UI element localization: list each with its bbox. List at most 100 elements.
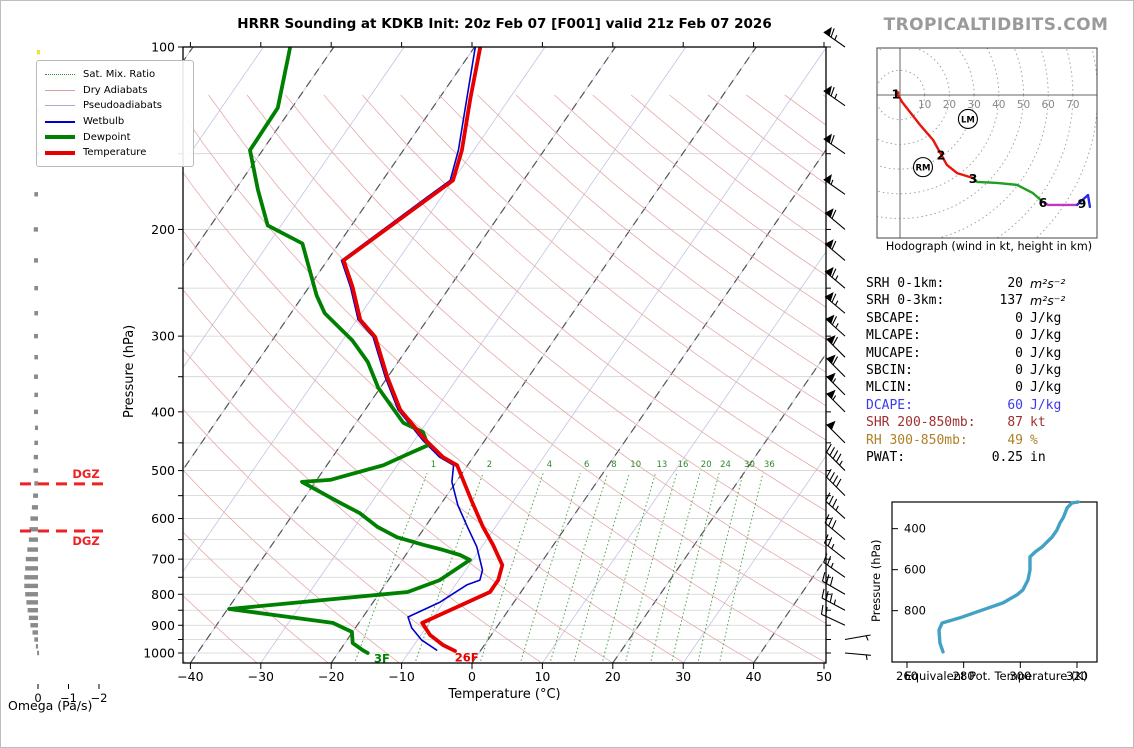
legend-item-dewpoint: Dewpoint	[45, 129, 185, 145]
svg-text:10: 10	[918, 99, 931, 111]
legend-label: Temperature	[83, 147, 147, 159]
stat-value: 137	[999, 293, 1023, 309]
stat-unit: %	[1030, 432, 1038, 448]
stat-label: MLCAPE:	[866, 328, 921, 344]
legend-label: Dewpoint	[83, 131, 131, 143]
stat-unit: J/kg	[1030, 363, 1062, 378]
svg-text:DGZ: DGZ	[72, 534, 99, 548]
legend-item-pseudoadiabat: Pseudoadiabats	[45, 98, 185, 114]
svg-text:10: 10	[630, 460, 641, 470]
svg-text:200: 200	[151, 222, 175, 237]
stat-row-sbcape: SBCAPE: 0 J/kg	[866, 311, 1092, 326]
stat-value: 0	[1015, 328, 1023, 344]
svg-text:0: 0	[468, 669, 476, 684]
stat-row-mlcin: MLCIN: 0 J/kg	[866, 380, 1092, 395]
page-title: HRRR Sounding at KDKB Init: 20z Feb 07 […	[237, 16, 772, 32]
stat-label: SBCAPE:	[866, 310, 921, 326]
stat-label: SRH 0-3km:	[866, 293, 945, 309]
stat-row-dcape: DCAPE: 60 J/kg	[866, 398, 1092, 413]
legend-sample-temperature	[45, 150, 75, 155]
svg-text:3F: 3F	[374, 652, 390, 666]
stat-unit: in	[1030, 450, 1046, 465]
stat-value: 0	[1015, 380, 1023, 396]
svg-text:500: 500	[151, 463, 175, 478]
svg-text:36: 36	[764, 460, 775, 470]
svg-text:900: 900	[151, 618, 175, 633]
svg-text:40: 40	[746, 669, 762, 684]
svg-text:280: 280	[953, 669, 975, 683]
storm-motion-marker-lm	[957, 108, 978, 130]
stat-label: SRH 0-1km:	[866, 276, 945, 291]
stat-unit: J/kg	[1030, 380, 1062, 396]
stat-label: PWAT:	[866, 450, 906, 465]
svg-text:30: 30	[967, 99, 980, 111]
svg-text:1: 1	[891, 86, 900, 101]
svg-text:600: 600	[904, 563, 926, 577]
svg-text:16: 16	[678, 460, 689, 470]
svg-text:20: 20	[605, 669, 621, 684]
legend-box: Sat. Mix. Ratio Dry Adiabats Pseudoadiabat…	[36, 60, 194, 167]
svg-text:26F: 26F	[455, 650, 479, 664]
mixing-ratio-lines: 1 2 4 6 8 10 13 16 20 24 30 36	[354, 460, 775, 663]
svg-text:−2: −2	[91, 691, 108, 705]
svg-text:8: 8	[611, 460, 616, 470]
stat-row-pwat: PWAT: 0.25 in	[866, 450, 1092, 465]
svg-text:300: 300	[1009, 669, 1031, 683]
svg-text:40: 40	[992, 99, 1005, 111]
stat-label: MLCIN:	[866, 380, 913, 396]
stat-value: 0	[1015, 310, 1023, 326]
stat-row-shr-200-850mb: SHR 200-850mb: 87 kt	[866, 415, 1092, 430]
svg-text:800: 800	[904, 604, 926, 618]
stat-label: MUCAPE:	[866, 345, 921, 361]
legend-label: Pseudoadiabats	[83, 100, 163, 112]
svg-text:24: 24	[720, 460, 731, 470]
hodograph-caption: Hodograph (wind in kt, height in km)	[885, 240, 1093, 253]
legend-sample-dryadiabat	[45, 89, 75, 91]
temperature-axis-label: Temperature (°C)	[448, 687, 561, 702]
svg-text:50: 50	[1017, 99, 1030, 111]
legend-sample-dewpoint	[45, 135, 75, 140]
thetae-axis-label: Equivalent Pot. Temperature (K)	[904, 669, 1088, 683]
svg-text:70: 70	[1066, 99, 1079, 111]
legend-item-wetbulb: Wetbulb	[45, 114, 185, 130]
dewpoint-curve	[227, 47, 472, 655]
pressure-axis-label: Pressure (hPa)	[122, 324, 137, 418]
stat-row-rh-300-850mb: RH 300-850mb: 49%	[866, 433, 1092, 448]
svg-text:−30: −30	[248, 669, 274, 684]
stat-value: 20	[1007, 276, 1023, 291]
legend-sample-wetbulb	[45, 120, 75, 123]
stat-value: 87	[1007, 415, 1023, 431]
stat-value: 0	[1015, 363, 1023, 378]
svg-text:600: 600	[151, 511, 175, 526]
svg-text:10: 10	[534, 669, 550, 684]
hodograph: 10 20 30 40 50 60 70 LM RM 1 2 3 6 9	[876, 47, 1098, 239]
svg-text:30: 30	[744, 460, 755, 470]
stat-row-srh-0-3km: SRH 0-3km: 137 m²s⁻²	[866, 293, 1092, 308]
stat-row-mlcape: MLCAPE: 0 J/kg	[866, 328, 1092, 343]
sounding-curves	[227, 47, 505, 655]
svg-text:−40: −40	[177, 669, 203, 684]
stat-unit: J/kg	[1030, 310, 1062, 326]
thetae-pressure-axis-label: Pressure (hPa)	[869, 539, 883, 623]
thetae-curve	[937, 500, 1080, 654]
legend-item-temperature: Temperature	[45, 145, 185, 161]
svg-text:13: 13	[656, 460, 667, 470]
stat-value: 49	[1007, 432, 1023, 448]
svg-text:260: 260	[896, 669, 918, 683]
svg-text:400: 400	[151, 404, 175, 419]
stat-value: 0.25	[991, 450, 1023, 465]
svg-text:DGZ: DGZ	[72, 467, 99, 481]
stat-value: 0	[1015, 345, 1023, 361]
omega-axis-label: Omega (Pa/s)	[8, 698, 93, 713]
svg-text:1000: 1000	[143, 646, 175, 661]
svg-text:6: 6	[584, 460, 589, 470]
svg-text:6: 6	[1039, 195, 1048, 210]
legend-label: Dry Adiabats	[83, 84, 148, 96]
omega-panel: 0 −1 −2 DGZ DGZ	[20, 50, 107, 705]
svg-text:60: 60	[1042, 99, 1055, 111]
tropicaltidbits-logo: TROPICALTIDBITS.COM	[883, 15, 1109, 35]
svg-text:0: 0	[34, 691, 41, 705]
